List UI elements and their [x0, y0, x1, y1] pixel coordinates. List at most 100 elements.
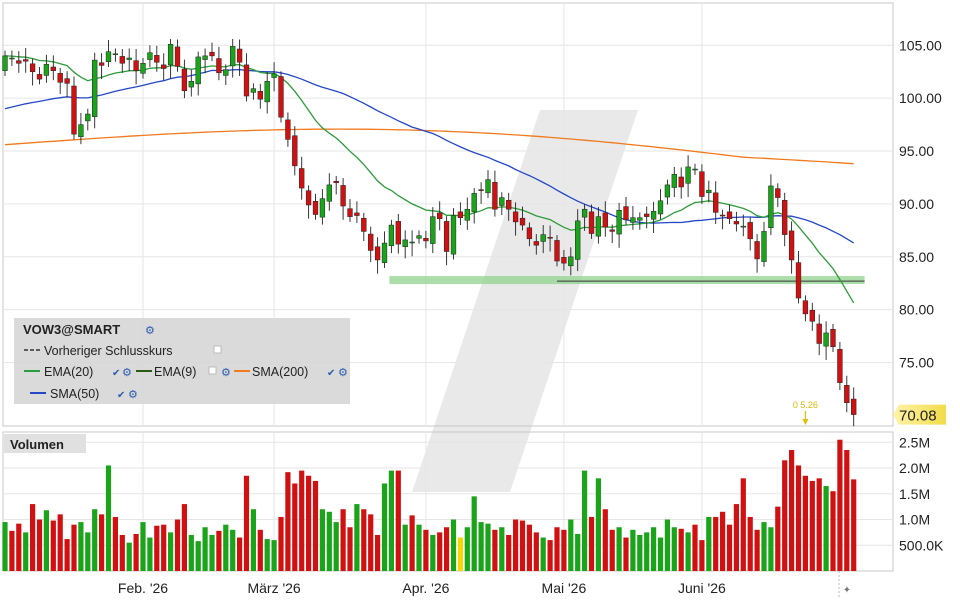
candle — [250, 83, 257, 100]
volume-bar — [237, 537, 243, 571]
candle — [402, 230, 408, 259]
candle-body — [92, 59, 98, 117]
candle-body — [126, 57, 132, 60]
candle — [547, 225, 553, 252]
volume-bar — [844, 450, 850, 571]
volume-bar — [375, 534, 381, 571]
candle — [147, 45, 153, 67]
check-icon[interactable]: ✔ — [112, 368, 120, 379]
candle — [312, 193, 319, 220]
candle-body — [733, 221, 740, 225]
crosshair-icon: ✦ — [843, 585, 851, 596]
volume-bar — [423, 529, 429, 571]
candle-body — [264, 81, 270, 103]
candle — [36, 66, 43, 85]
candle-body — [437, 212, 443, 219]
volume-bar — [9, 530, 15, 571]
volume-tick-label: 500.0K — [899, 537, 944, 553]
volume-bar — [354, 504, 360, 571]
candle-body — [402, 239, 408, 248]
last-price-label: 70.08 — [899, 408, 937, 425]
candle — [581, 203, 588, 231]
volume-bar — [340, 509, 346, 571]
volume-bar — [595, 478, 601, 571]
candle — [174, 39, 181, 72]
volume-bar — [312, 480, 319, 571]
candle-body — [699, 171, 705, 197]
check-icon[interactable]: ✔ — [117, 390, 125, 401]
event-marker-arrow-icon[interactable] — [802, 419, 809, 425]
candle-body — [478, 189, 484, 191]
volume-bar — [713, 516, 719, 571]
legend-settings-icon[interactable]: ⚙ — [145, 325, 155, 337]
candle-body — [609, 229, 615, 232]
volume-bar — [513, 519, 519, 571]
price-tick-label: 75.00 — [899, 355, 934, 371]
candle-body — [140, 63, 146, 74]
candle — [457, 202, 464, 226]
candle — [471, 188, 477, 224]
candle-body — [285, 119, 291, 140]
check-icon[interactable]: ✔ — [327, 368, 335, 379]
volume-bar — [644, 532, 650, 571]
candle — [478, 182, 484, 204]
candle — [112, 48, 119, 62]
legend-item-ema20: EMA(20) — [44, 365, 93, 379]
candle — [85, 108, 91, 131]
volume-bar — [409, 515, 415, 571]
candle — [278, 71, 284, 123]
volume-bar — [50, 520, 56, 571]
volume-bar — [161, 524, 167, 571]
legend-settings-icon[interactable]: ⚙ — [338, 367, 348, 379]
candle — [637, 212, 643, 230]
candle-body — [588, 211, 595, 234]
candle-body — [2, 55, 8, 71]
candle — [837, 341, 843, 391]
candle — [16, 51, 22, 73]
candle — [57, 68, 63, 94]
candle-body — [57, 73, 63, 83]
candle-body — [319, 198, 326, 218]
candle-body — [354, 212, 360, 216]
candle-body — [443, 221, 450, 252]
legend-settings-icon[interactable]: ⚙ — [221, 367, 231, 379]
candle — [692, 163, 698, 175]
volume-bar — [326, 511, 332, 571]
volume-bar — [616, 527, 622, 571]
volume-bar — [188, 534, 194, 571]
legend-ema9-checkbox[interactable] — [208, 366, 217, 375]
legend-prev-close-checkbox[interactable] — [213, 345, 222, 354]
ema20-line — [4, 55, 855, 304]
candle-body — [292, 135, 298, 167]
candle-body — [795, 262, 802, 299]
volume-bar — [492, 529, 498, 571]
time-tick-label: Mai '26 — [542, 580, 587, 596]
price-tick-label: 90.00 — [899, 196, 934, 212]
volume-bar — [361, 509, 367, 571]
candle-body — [147, 52, 153, 60]
candle-body — [595, 216, 602, 237]
candle — [230, 38, 236, 78]
candle — [409, 230, 415, 257]
volume-bar — [754, 529, 760, 571]
candle-body — [223, 69, 229, 76]
candle-body — [837, 349, 843, 383]
candle — [361, 212, 367, 241]
candle — [43, 54, 50, 83]
candle — [623, 197, 629, 226]
candle — [719, 209, 726, 230]
volume-bar — [333, 522, 339, 571]
candle-body — [450, 215, 457, 255]
volume-bar — [768, 527, 774, 571]
candle — [464, 197, 470, 230]
volume-bar — [540, 537, 546, 571]
candle — [299, 156, 305, 200]
candle — [333, 175, 339, 195]
legend-settings-icon[interactable]: ⚙ — [122, 367, 132, 379]
volume-bar — [43, 510, 49, 571]
volume-bar — [112, 516, 118, 571]
volume-bar — [174, 519, 181, 571]
legend-settings-icon[interactable]: ⚙ — [128, 389, 138, 401]
candle-body — [50, 66, 56, 71]
